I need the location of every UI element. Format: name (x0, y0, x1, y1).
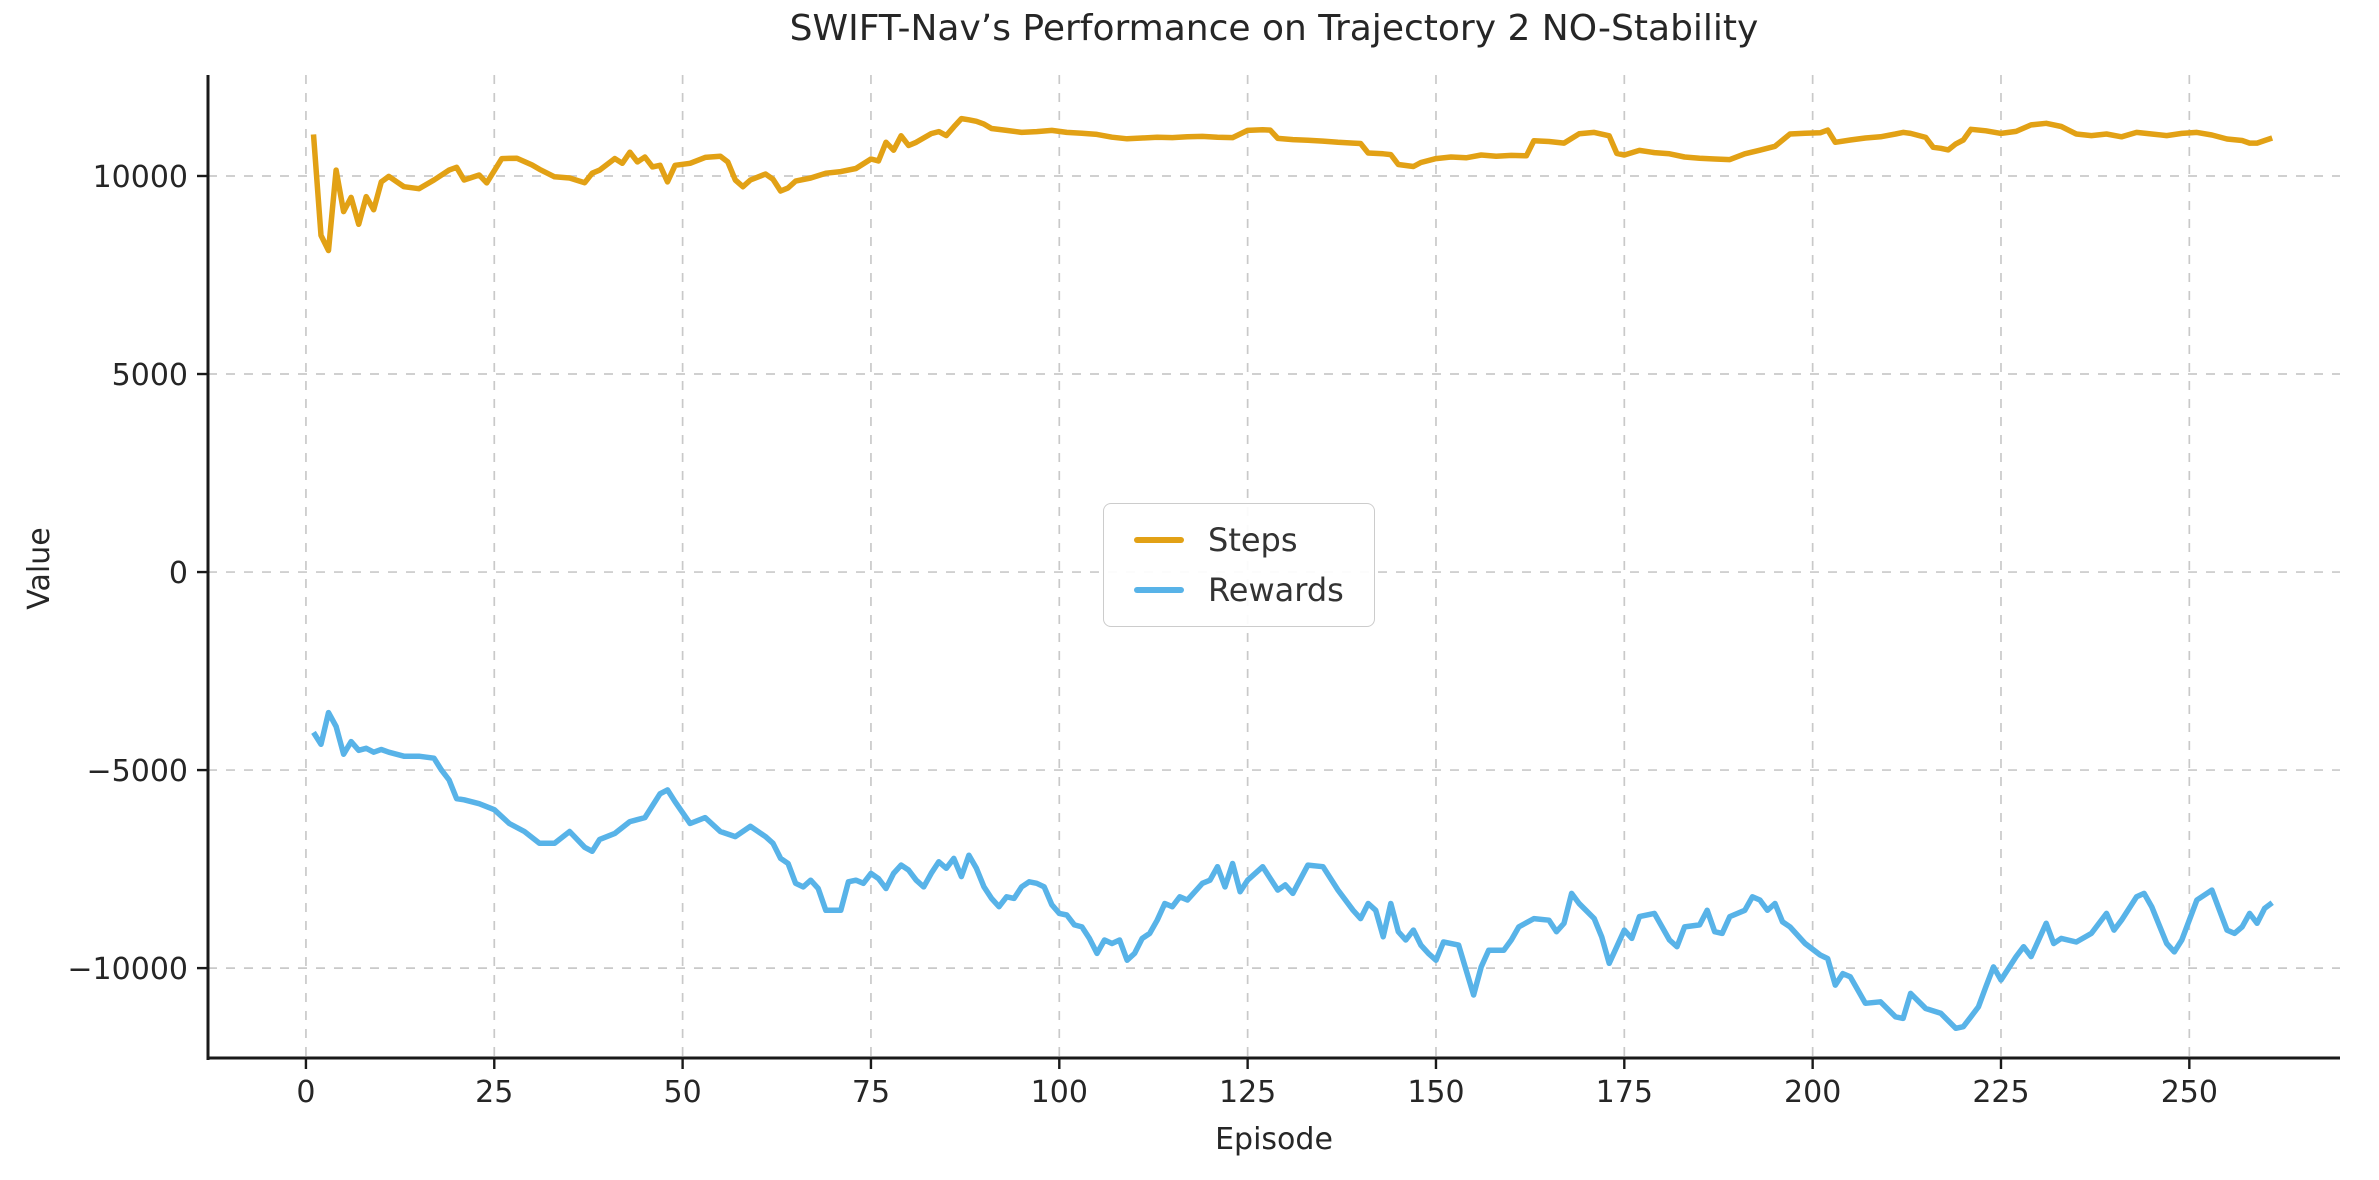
steps-line (310, 115, 2274, 254)
y-tick-label: 0 (169, 556, 188, 591)
x-tick-label: 125 (1219, 1075, 1276, 1110)
x-tick-label: 25 (475, 1075, 513, 1110)
x-tick-label: 50 (664, 1075, 702, 1110)
x-tick-label: 175 (1596, 1075, 1653, 1110)
legend-item-steps: Steps (1134, 524, 1344, 556)
x-tick-label: 225 (1972, 1075, 2029, 1110)
legend-label-steps: Steps (1208, 521, 1298, 559)
steps-line-swatch (1134, 537, 1184, 543)
x-tick-label: 0 (296, 1075, 315, 1110)
x-tick-label: 250 (2161, 1075, 2218, 1110)
legend-label-rewards: Rewards (1208, 571, 1344, 609)
chart-title: SWIFT-Nav’s Performance on Trajectory 2 … (789, 8, 1759, 49)
x-axis-label: Episode (1215, 1122, 1333, 1157)
x-tick-label: 100 (1031, 1075, 1088, 1110)
y-tick-label: −10000 (67, 952, 188, 987)
legend-item-rewards: Rewards (1134, 574, 1344, 606)
x-tick-label: 150 (1407, 1075, 1464, 1110)
y-tick-label: −5000 (87, 754, 188, 789)
x-tick-label: 75 (852, 1075, 890, 1110)
y-tick-label: 10000 (93, 160, 188, 195)
rewards-line-swatch (1134, 587, 1184, 593)
x-tick-label: 200 (1784, 1075, 1841, 1110)
legend: Steps Rewards (1103, 503, 1375, 627)
y-tick-label: 5000 (112, 358, 188, 393)
rewards-line (311, 709, 2274, 1032)
y-axis-label: Value (22, 527, 57, 610)
